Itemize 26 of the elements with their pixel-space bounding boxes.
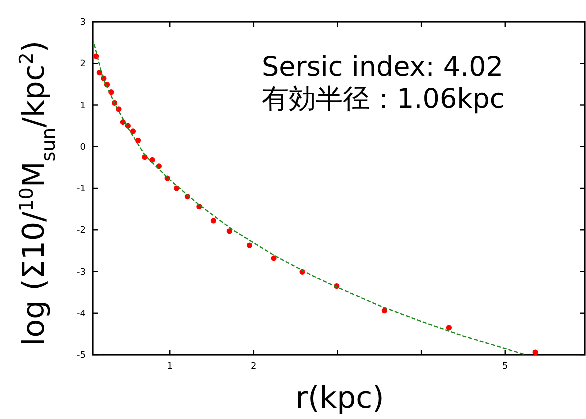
point (382, 308, 388, 314)
point (96, 70, 103, 76)
point (532, 350, 538, 355)
y-tick-label: -5 (77, 351, 86, 361)
point (135, 138, 142, 144)
y-tick-label: -1 (77, 184, 86, 194)
y-tick-label: 3 (80, 18, 86, 28)
x-tick-label: 1 (167, 362, 173, 372)
x-tick-label: 2 (251, 362, 257, 372)
x-tick-label: 5 (502, 362, 508, 372)
y-tick-label: -3 (77, 268, 86, 278)
y-tick-label: -2 (77, 226, 86, 236)
point (210, 218, 216, 224)
annotation: Sersic index: 4.02 (262, 52, 504, 83)
point (130, 128, 136, 134)
point (246, 242, 253, 248)
line-series (93, 38, 526, 355)
y-tick-label: -4 (77, 309, 86, 320)
y-tick-label: 1 (80, 101, 86, 112)
point (226, 228, 232, 234)
y-tick-label: 2 (80, 60, 86, 70)
annotation: 有効半径：1.06kpc (262, 84, 505, 115)
point (446, 325, 452, 331)
x-axis-title: r(kpc) (296, 381, 384, 416)
point (271, 256, 277, 262)
y-tick-label: 0 (80, 142, 86, 153)
